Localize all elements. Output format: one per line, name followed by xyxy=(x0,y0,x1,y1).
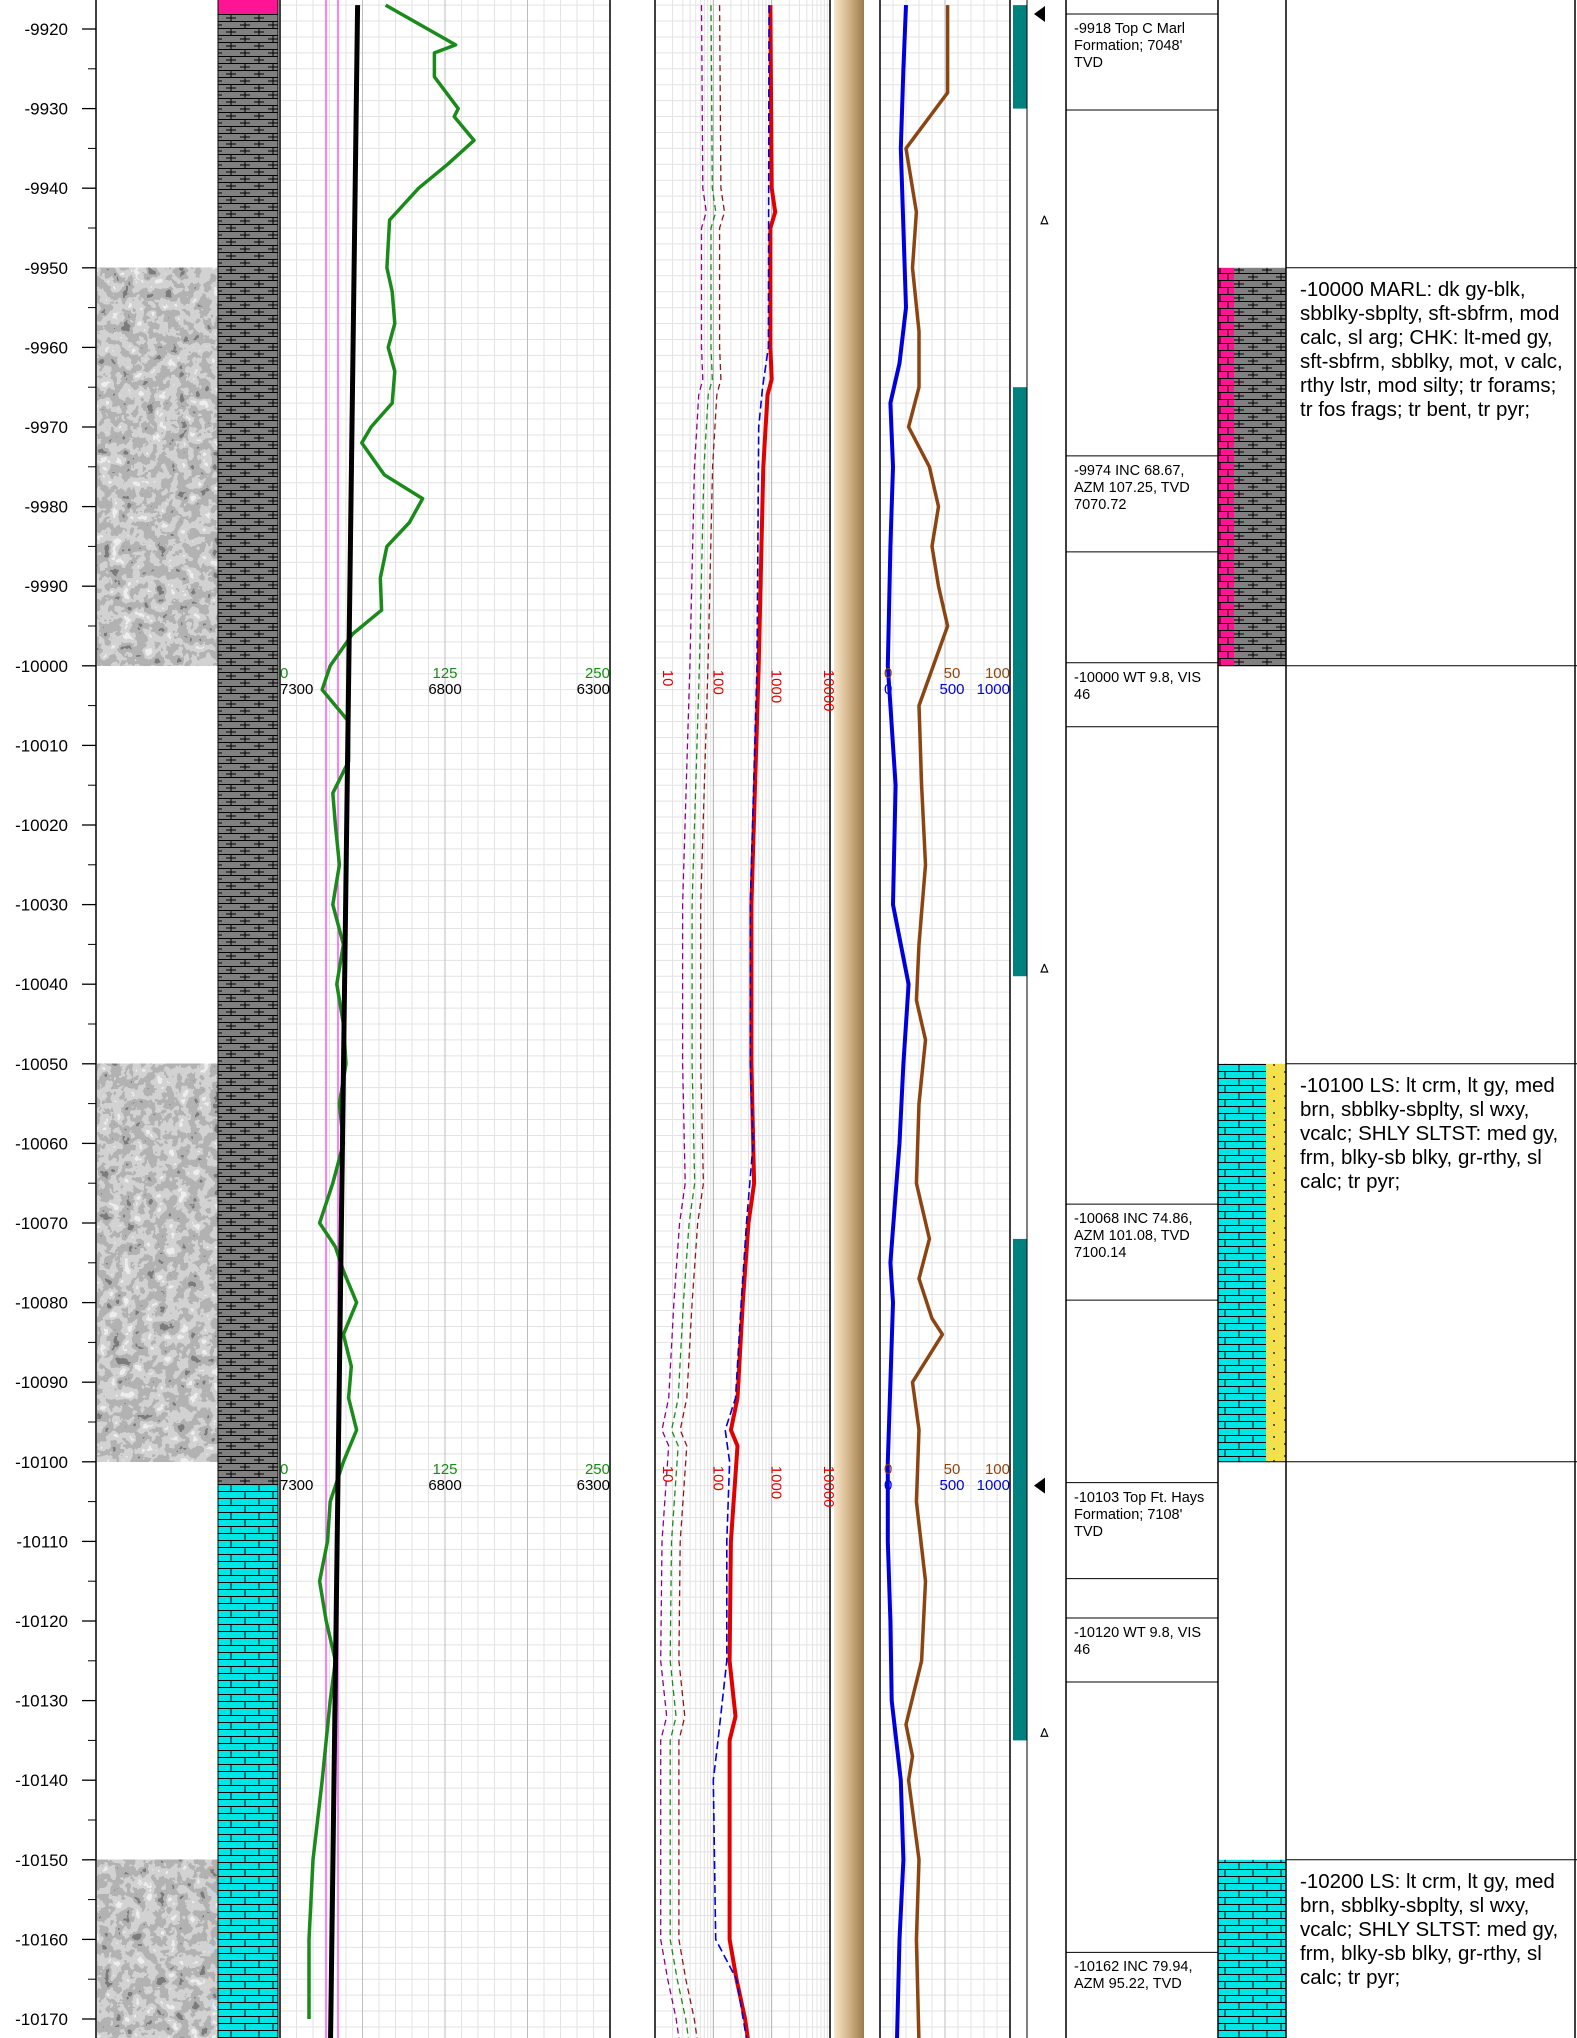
resistivity-scale-label: 1000 xyxy=(768,670,785,703)
depth-label: -9960 xyxy=(25,338,68,357)
resistivity-scale-label: 100 xyxy=(709,1466,726,1491)
cuttings-photo xyxy=(97,267,218,666)
annotation-text: -9974 INC 68.67, AZM 107.25, TVD 7070.72 xyxy=(1074,462,1190,513)
rop-scale-label: 6300 xyxy=(577,1477,610,1494)
description-swatch xyxy=(1218,1063,1266,1462)
lithology-description: -10100 LS: lt crm, lt gy, med brn, sbblk… xyxy=(1300,1073,1559,1193)
depth-label: -9930 xyxy=(25,100,68,119)
description-swatch xyxy=(1218,1859,1286,2038)
annotation-text: -10120 WT 9.8, VIS 46 xyxy=(1074,1625,1202,1658)
lithology-limestone xyxy=(218,1485,278,2038)
depth-label: -10170 xyxy=(15,2010,68,2029)
gas-scale-label: 1000 xyxy=(977,681,1010,698)
gas-scale-label: 500 xyxy=(939,1477,964,1494)
resistivity-companion-line xyxy=(660,5,707,2038)
resistivity-scale-label: 10000 xyxy=(820,670,837,712)
annotation-text: -10103 Top Ft. Hays Formation; 7108' TVD xyxy=(1074,1489,1205,1540)
description-swatch xyxy=(1266,1063,1286,1462)
depth-label: -10000 xyxy=(15,657,68,676)
gas-scale-label: 500 xyxy=(939,681,964,698)
indicator-bar xyxy=(1013,1238,1027,1741)
depth-label: -10130 xyxy=(15,1692,68,1711)
casing-shoe-icon: ⊲ xyxy=(1036,1727,1052,1739)
depth-label: -10160 xyxy=(15,1930,68,1949)
resistivity-scale-label: 10 xyxy=(659,1466,676,1483)
depth-label: -9990 xyxy=(25,577,68,596)
depth-label: -10070 xyxy=(15,1214,68,1233)
gas-scale-label: 100 xyxy=(985,665,1010,682)
rop-scale-label: 6300 xyxy=(577,681,610,698)
gamma-scale-label: 125 xyxy=(432,665,457,682)
depth-label: -9950 xyxy=(25,259,68,278)
gas-scale-label: 50 xyxy=(944,665,961,682)
casing-shoe-icon: ⊲ xyxy=(1036,214,1052,226)
lithology-description: -10200 LS: lt crm, lt gy, med brn, sbblk… xyxy=(1300,1869,1559,1989)
resistivity-companion-line xyxy=(669,5,717,2038)
description-swatch xyxy=(1234,267,1286,666)
gas-scale-label: 100 xyxy=(985,1461,1010,1478)
lithology-pink-top xyxy=(218,0,278,14)
resistivity-scale-label: 10000 xyxy=(820,1466,837,1508)
depth-label: -10090 xyxy=(15,1373,68,1392)
depth-label: -10120 xyxy=(15,1612,68,1631)
casing-column xyxy=(834,0,864,2038)
rop-scale-label: 7300 xyxy=(280,681,313,698)
depth-label: -10140 xyxy=(15,1771,68,1790)
series-2-line xyxy=(727,5,778,2038)
resistivity-scale-label: 1000 xyxy=(768,1466,785,1499)
resistivity-scale-label: 100 xyxy=(709,670,726,695)
cuttings-photo xyxy=(97,1063,218,1462)
annotation-text: -9918 Top C Marl Formation; 7048' TVD xyxy=(1074,21,1185,71)
marker-triangle-icon xyxy=(1034,6,1045,22)
gamma-scale-label: 250 xyxy=(585,665,610,682)
description-swatch xyxy=(1218,267,1234,666)
depth-label: -10020 xyxy=(15,816,68,835)
resistivity-scale-label: 10 xyxy=(659,670,676,687)
gamma-scale-label: 250 xyxy=(585,1461,610,1478)
cuttings-photo xyxy=(97,1859,218,2038)
gas-scale-label: 50 xyxy=(944,1461,961,1478)
depth-label: -10100 xyxy=(15,1453,68,1472)
annotation-text: -10068 INC 74.86, AZM 101.08, TVD 7100.1… xyxy=(1074,1211,1193,1262)
depth-label: -10040 xyxy=(15,975,68,994)
depth-label: -10080 xyxy=(15,1294,68,1313)
lithology-marl xyxy=(218,5,278,1486)
resistivity-companion-line xyxy=(678,5,726,2038)
series-5-line xyxy=(885,5,911,2038)
depth-label: -10030 xyxy=(15,896,68,915)
series-4-line xyxy=(904,5,950,2038)
lithology-description: -10000 MARL: dk gy-blk, sbblky-sbplty, s… xyxy=(1300,277,1563,421)
gamma-scale-label: 0 xyxy=(280,665,288,682)
depth-label: -10010 xyxy=(15,736,68,755)
depth-label: -9940 xyxy=(25,179,68,198)
annotation-text: -10000 WT 9.8, VIS 46 xyxy=(1074,669,1202,703)
depth-label: -10060 xyxy=(15,1134,68,1153)
indicator-bar xyxy=(1013,387,1027,977)
indicator-bar xyxy=(1013,5,1027,109)
gamma-scale-label: 0 xyxy=(280,1461,288,1478)
depth-label: -9970 xyxy=(25,418,68,437)
depth-label: -10150 xyxy=(15,1851,68,1870)
annotation-text: -10162 INC 79.94, AZM 95.22, TVD xyxy=(1074,1959,1193,1993)
gas-scale-label: 1000 xyxy=(977,1477,1010,1494)
gamma-scale-label: 125 xyxy=(432,1461,457,1478)
rop-scale-label: 6800 xyxy=(428,681,461,698)
rop-scale-label: 7300 xyxy=(280,1477,313,1494)
marker-triangle-icon xyxy=(1034,1477,1045,1494)
depth-label: -9920 xyxy=(25,20,68,39)
depth-label: -10110 xyxy=(16,1532,68,1551)
rop-scale-label: 6800 xyxy=(428,1477,461,1494)
gas-scale-label: 0 xyxy=(884,1461,892,1478)
gas-scale-label: 0 xyxy=(884,665,892,682)
gas-scale-label: 0 xyxy=(884,681,892,698)
depth-label: -9980 xyxy=(25,498,68,517)
gas-scale-label: 0 xyxy=(884,1477,892,1494)
series-1-line xyxy=(328,5,361,2038)
series-3-line xyxy=(712,5,770,2038)
casing-shoe-icon: ⊲ xyxy=(1036,962,1052,974)
depth-label: -10050 xyxy=(15,1055,68,1074)
